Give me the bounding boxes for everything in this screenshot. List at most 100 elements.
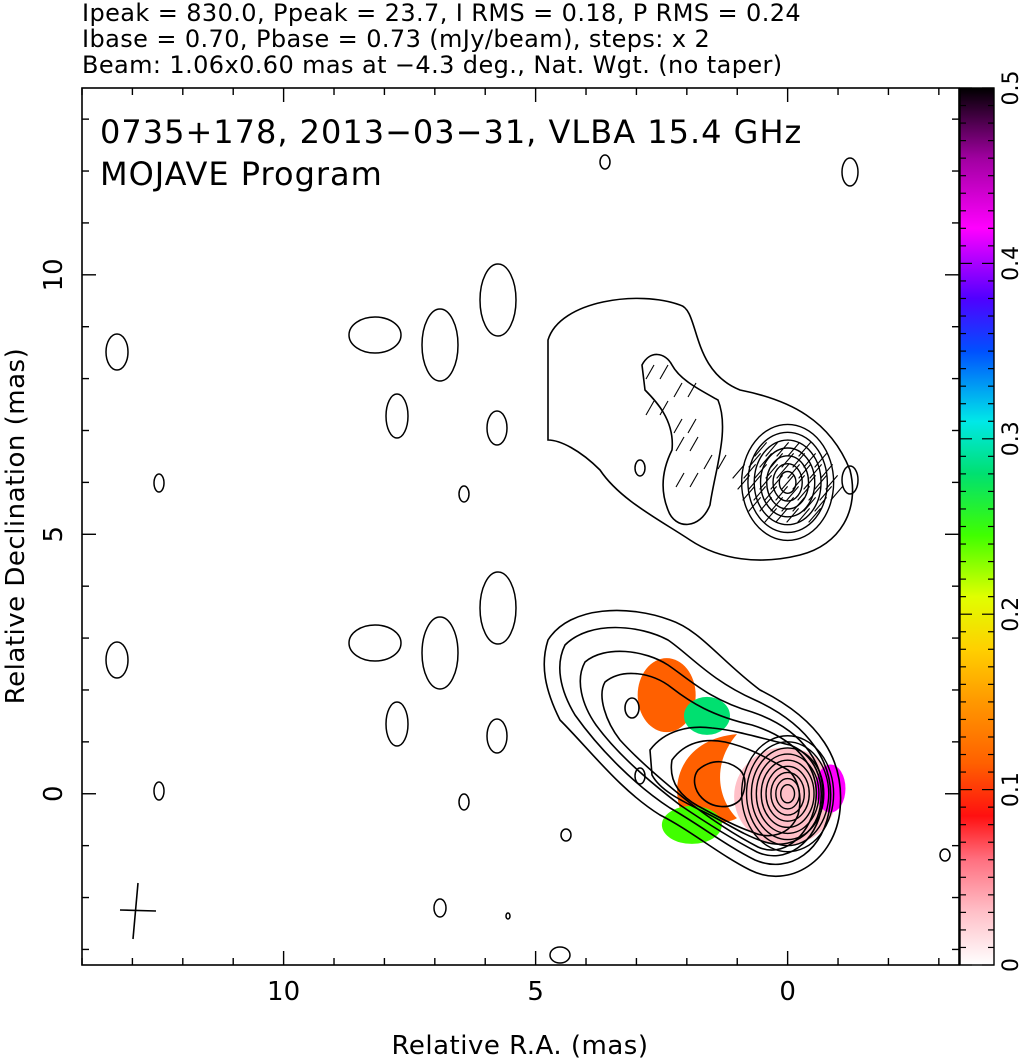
noise-contour bbox=[105, 641, 129, 679]
polarization-core-contour bbox=[772, 462, 803, 502]
evpa-vector bbox=[689, 436, 699, 452]
evpa-vector bbox=[645, 364, 655, 380]
evpa-vector bbox=[781, 475, 795, 490]
intensity-contour-3 bbox=[579, 650, 824, 857]
x-tick-labels: 10 5 0 bbox=[267, 977, 796, 1007]
colorbar-tick-label: 0.5 bbox=[999, 71, 1021, 106]
evpa-vector bbox=[687, 382, 697, 398]
noise-contour bbox=[385, 393, 409, 439]
polarization-core-contour bbox=[766, 455, 810, 510]
polarization-core-contour bbox=[740, 423, 835, 542]
noise-contour bbox=[841, 157, 859, 187]
evpa-vector bbox=[787, 464, 801, 479]
evpa-vector bbox=[717, 454, 727, 470]
noise-contour bbox=[385, 701, 409, 747]
evpa-vector bbox=[689, 472, 699, 488]
evpa-vector bbox=[659, 400, 669, 416]
polarization-contour-island bbox=[641, 353, 724, 526]
color-region-jet-edge-south bbox=[661, 805, 722, 844]
colorbar-tick-label: 0.2 bbox=[999, 597, 1021, 632]
noise-contour bbox=[486, 718, 508, 754]
noise-contour bbox=[486, 410, 508, 446]
colorbar-tick-label: 0.1 bbox=[999, 772, 1021, 807]
evpa-vector bbox=[687, 418, 697, 434]
polarization-core-contour bbox=[753, 439, 822, 526]
noise-contour bbox=[421, 616, 459, 690]
evpa-vector bbox=[819, 486, 833, 501]
y-tick-label: 10 bbox=[39, 258, 69, 291]
noise-contour bbox=[348, 316, 402, 354]
intensity-contour-2 bbox=[559, 626, 832, 866]
evpa-vector bbox=[703, 454, 713, 470]
evpa-vector bbox=[786, 486, 800, 501]
noise-contour bbox=[634, 767, 646, 785]
colorbar-tick-label: 0 bbox=[999, 958, 1021, 972]
intensity-contour-1 bbox=[543, 609, 842, 878]
x-tick-label: 5 bbox=[527, 977, 544, 1007]
evpa-vector bbox=[814, 453, 828, 468]
evpa-vector bbox=[775, 486, 789, 501]
header-line-3: Beam: 1.06x0.60 mas at −4.3 deg., Nat. W… bbox=[82, 51, 783, 79]
intensity-core-contour bbox=[755, 753, 820, 835]
evpa-vector bbox=[803, 475, 817, 490]
evpa-vector bbox=[798, 464, 812, 479]
polarization-core-contour bbox=[747, 431, 829, 534]
intensity-core-contour bbox=[745, 741, 830, 847]
header-line-2: Ibase = 0.70, Pbase = 0.73 (mJy/beam), s… bbox=[82, 25, 711, 53]
noise-contour bbox=[458, 485, 470, 503]
core-contours bbox=[740, 423, 835, 853]
noise-contour bbox=[560, 828, 572, 842]
chart-subtitle: MOJAVE Program bbox=[100, 155, 383, 193]
intensity-core-contour bbox=[775, 777, 801, 810]
intensity-core-contour bbox=[760, 759, 815, 829]
intensity-core-contour bbox=[780, 783, 796, 804]
header-line-1: Ipeak = 830.0, Ppeak = 23.7, I RMS = 0.1… bbox=[82, 0, 802, 27]
contours bbox=[543, 297, 854, 878]
evpa-vector bbox=[748, 497, 762, 512]
evpa-vector bbox=[808, 508, 822, 523]
noise-contour bbox=[549, 946, 571, 964]
noise-contour bbox=[505, 912, 511, 920]
noise-contours bbox=[105, 154, 951, 964]
colorbar-ticks bbox=[960, 87, 994, 966]
evpa-vector bbox=[673, 418, 683, 434]
evpa-vector bbox=[809, 464, 823, 479]
evpa-vector bbox=[765, 442, 779, 457]
y-axis-label: Relative Declination (mas) bbox=[1, 348, 31, 704]
noise-contour bbox=[105, 333, 129, 371]
noise-contour bbox=[841, 465, 859, 495]
colorbar-tick-label: 0.4 bbox=[999, 246, 1021, 281]
noise-contour bbox=[479, 571, 517, 645]
noise-contour bbox=[153, 781, 165, 801]
x-axis-label: Relative R.A. (mas) bbox=[392, 1031, 649, 1060]
colorbar-tick-labels: 0 0.1 0.2 0.3 0.4 0.5 bbox=[999, 71, 1021, 973]
evpa-vector bbox=[786, 508, 800, 523]
plot-frame bbox=[81, 87, 960, 966]
x-tick-label: 0 bbox=[779, 977, 796, 1007]
evpa-vector bbox=[675, 436, 685, 452]
evpa-vector bbox=[764, 486, 778, 501]
noise-contour bbox=[599, 154, 611, 170]
intensity-contour-7 bbox=[693, 760, 746, 808]
noise-contour bbox=[348, 624, 402, 662]
evpa-vector bbox=[754, 464, 768, 479]
y-tick-label: 5 bbox=[39, 526, 69, 543]
color-region-jet-edge-north bbox=[683, 696, 730, 735]
evpa-vector bbox=[675, 472, 685, 488]
intensity-contour-knot bbox=[624, 697, 640, 719]
intensity-contour-5 bbox=[649, 726, 822, 845]
evpa-vector bbox=[659, 364, 669, 380]
intensity-core-contour bbox=[750, 747, 825, 841]
evpa-vector bbox=[645, 400, 655, 416]
y-tick-label: 0 bbox=[39, 785, 69, 802]
axis-ticks bbox=[81, 88, 959, 965]
x-tick-label: 10 bbox=[267, 977, 300, 1007]
noise-contour bbox=[458, 793, 470, 811]
noise-contour bbox=[939, 848, 951, 862]
intensity-contour-6 bbox=[670, 739, 801, 837]
evpa-vector bbox=[808, 486, 822, 501]
noise-contour bbox=[634, 459, 646, 477]
evpa-vector bbox=[798, 442, 812, 457]
evpa-vector bbox=[759, 475, 773, 490]
intensity-core-contour bbox=[740, 735, 835, 853]
